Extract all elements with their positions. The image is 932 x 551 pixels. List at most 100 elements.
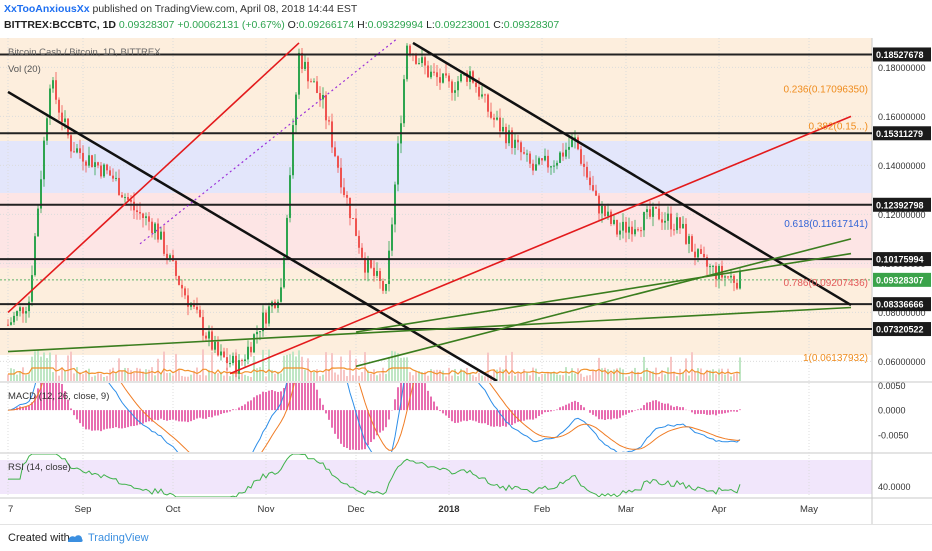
volume-bar [541,374,543,381]
tradingview-brand[interactable]: TradingView [88,532,149,544]
candle-body [544,156,546,161]
candle-body [319,93,321,99]
macd-histogram-bar [202,410,204,419]
candle-body [49,89,51,119]
candle-body [13,316,15,322]
volume-bar [634,368,636,381]
macd-histogram-bar [448,410,450,418]
candle-body [10,322,12,325]
volume-bar [49,353,51,381]
candle-body [94,162,96,167]
candle-body [568,147,570,150]
volume-bar [199,375,201,381]
candle-body [727,276,729,277]
volume-bar [724,375,726,381]
volume-bar [697,368,699,381]
candle-body [55,80,57,100]
macd-histogram-bar [229,410,231,411]
macd-histogram-bar [466,410,468,421]
candle-body [442,73,444,82]
macd-histogram-bar [181,410,183,421]
candle-body [76,148,78,152]
candle-body [445,73,447,75]
volume-bar [403,358,405,381]
candle-body [295,95,297,125]
macd-histogram-bar [79,410,81,423]
candle-body [688,236,690,244]
volume-bar [76,367,78,381]
time-tick-label: Apr [712,504,727,515]
macd-histogram-bar [232,409,234,410]
candle-body [376,271,378,276]
volume-bar [622,369,624,381]
macd-histogram-bar [544,410,546,412]
candle-body [658,209,660,220]
macd-histogram-bar [223,410,225,413]
volume-bar [535,369,537,381]
macd-histogram-bar [550,410,552,411]
candle-body [640,230,642,231]
macd-histogram-bar [52,363,54,410]
candle-body [121,195,123,197]
fib-zone-bottom [0,268,872,355]
candle-body [82,153,84,162]
level-tag-label: 0.12392798 [876,200,924,210]
candle-body [559,153,561,163]
volume-bar [190,375,192,381]
volume-bar [214,374,216,381]
volume-bar [10,368,12,381]
macd-histogram-bar [316,390,318,410]
volume-bar [331,353,333,381]
macd-histogram-bar [556,409,558,410]
volume-bar [688,375,690,381]
macd-histogram-bar [541,410,543,414]
candle-body [505,127,507,143]
candle-body [586,167,588,178]
volume-bar [337,375,339,381]
candle-body [616,220,618,235]
volume-bar [229,376,231,381]
candle-body [388,251,390,284]
candle-body [433,72,435,73]
macd-histogram-bar [262,392,264,410]
time-tick-label: 2018 [438,504,459,515]
volume-bar [364,352,366,381]
macd-histogram-bar [733,410,735,411]
volume-bar [82,374,84,381]
volume-bar [58,376,60,381]
volume-bar [280,373,282,381]
volume-bar [430,369,432,381]
macd-histogram-bar [727,410,729,412]
candle-body [484,94,486,95]
macd-histogram-bar [547,410,549,412]
macd-histogram-bar [184,410,186,421]
volume-bar [268,350,270,381]
macd-histogram-bar [523,410,525,421]
macd-histogram-bar [640,408,642,410]
candle-body [532,164,534,171]
volume-bar [361,372,363,381]
volume-bar [457,376,459,381]
macd-histogram-bar [379,410,381,432]
volume-bar [157,359,159,381]
volume-bar [577,368,579,381]
candle-body [682,224,684,228]
candle-body [523,152,525,153]
time-tick-label: Nov [258,504,275,515]
macd-label: MACD (12, 26, close, 9) [8,391,109,402]
macd-histogram-bar [475,410,477,421]
macd-histogram-bar [532,410,534,420]
macd-histogram-bar [106,410,108,429]
volume-bar [646,368,648,381]
volume-bar [52,372,54,381]
rsi-tick-label: 40.0000 [878,482,911,492]
macd-histogram-bar [76,410,78,419]
macd-histogram-bar [661,403,663,410]
chart-canvas[interactable]: 0.236(0.17096350)0.382(0.15...)0.618(0.1… [0,0,932,524]
macd-histogram-bar [655,400,657,410]
macd-histogram-bar [496,410,498,426]
candle-body [217,342,219,356]
fib-level-label: 1(0.06137932) [803,353,868,364]
